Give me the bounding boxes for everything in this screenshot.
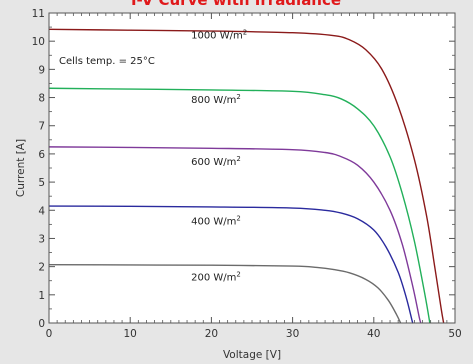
x-tick-label: 50	[448, 328, 461, 340]
y-tick-label: 2	[38, 262, 45, 274]
series-label-2: 600 W/m2	[191, 155, 241, 168]
y-tick-label: 4	[38, 205, 45, 217]
series-line-4	[48, 263, 402, 324]
series-line-0	[48, 28, 445, 324]
x-tick-label: 30	[286, 328, 299, 340]
y-tick-label: 9	[38, 64, 45, 76]
series-line-1	[48, 87, 431, 324]
series-label-superscript: 2	[236, 93, 240, 101]
x-tick-label: 20	[205, 328, 218, 340]
x-tick-label: 0	[46, 328, 53, 340]
series-label-text: 400 W/m	[191, 216, 236, 227]
series-label-0: 1000 W/m2	[191, 28, 247, 41]
cells-temp-note: Cells temp. = 25°C	[59, 56, 155, 67]
y-tick-label: 0	[38, 318, 45, 330]
series-layer	[48, 28, 445, 324]
y-axis-title: Current [A]	[15, 139, 27, 197]
series-label-superscript: 2	[243, 28, 247, 36]
series-line-2	[48, 146, 422, 324]
y-tick-label: 1	[38, 290, 45, 302]
series-label-1: 800 W/m2	[191, 93, 241, 106]
y-tick-label: 7	[38, 121, 45, 133]
y-tick-label: 10	[32, 36, 45, 48]
y-tick-label: 8	[38, 93, 45, 105]
x-axis-title: Voltage [V]	[223, 349, 281, 361]
chart-title: I-V Curve with Irradiance	[131, 0, 341, 9]
plot-area	[49, 13, 455, 323]
ticks-layer: 0 10 20 30 40 50 0 1 2 3 4 5 6 7 8 9 10 11	[32, 8, 462, 340]
series-label-superscript: 2	[236, 214, 240, 222]
series-label-4: 200 W/m2	[191, 271, 241, 284]
series-label-superscript: 2	[236, 155, 240, 163]
series-line-3	[48, 205, 414, 324]
series-label-text: 600 W/m	[191, 157, 236, 168]
series-label-text: 800 W/m	[191, 95, 236, 106]
x-tick-label: 10	[124, 328, 137, 340]
series-label-3: 400 W/m2	[191, 214, 241, 227]
x-tick-label: 40	[367, 328, 380, 340]
series-label-text: 1000 W/m	[191, 30, 243, 41]
y-tick-label: 6	[38, 149, 45, 161]
y-tick-label: 5	[38, 177, 45, 189]
y-tick-label: 11	[32, 8, 45, 20]
series-label-text: 200 W/m	[191, 273, 236, 284]
y-tick-label: 3	[38, 233, 45, 245]
series-label-superscript: 2	[236, 271, 240, 279]
